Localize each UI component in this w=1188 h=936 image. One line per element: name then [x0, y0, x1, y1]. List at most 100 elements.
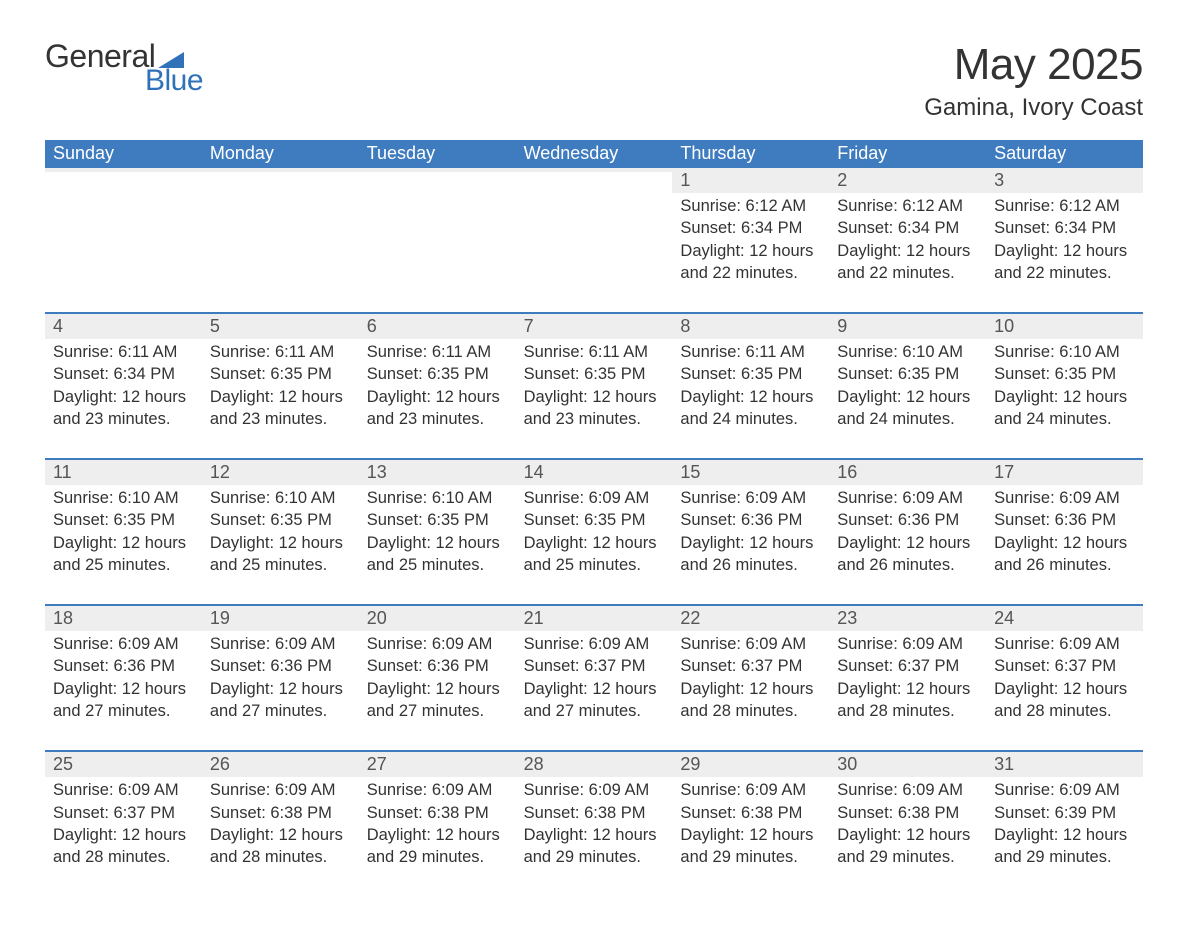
day-number-strip: 10 [986, 314, 1143, 339]
sunrise-text: Sunrise: 6:09 AM [210, 633, 351, 655]
logo-top-row: General [45, 40, 203, 72]
daylight-text: Daylight: 12 hours and 23 minutes. [53, 386, 194, 431]
sunset-text: Sunset: 6:35 PM [994, 363, 1135, 385]
sunset-text: Sunset: 6:36 PM [53, 655, 194, 677]
sunrise-text: Sunrise: 6:10 AM [994, 341, 1135, 363]
day-number: 27 [367, 754, 387, 774]
day-body: Sunrise: 6:11 AMSunset: 6:35 PMDaylight:… [524, 341, 665, 430]
day-number: 15 [680, 462, 700, 482]
day-body: Sunrise: 6:09 AMSunset: 6:35 PMDaylight:… [524, 487, 665, 576]
day-number-strip: 24 [986, 606, 1143, 631]
day-number-strip: 18 [45, 606, 202, 631]
day-body: Sunrise: 6:10 AMSunset: 6:35 PMDaylight:… [210, 487, 351, 576]
daylight-text: Daylight: 12 hours and 23 minutes. [367, 386, 508, 431]
sunset-text: Sunset: 6:38 PM [524, 802, 665, 824]
day-number: 29 [680, 754, 700, 774]
daylight-text: Daylight: 12 hours and 24 minutes. [994, 386, 1135, 431]
day-number: 18 [53, 608, 73, 628]
day-number: 16 [837, 462, 857, 482]
day-cell: 4Sunrise: 6:11 AMSunset: 6:34 PMDaylight… [45, 314, 202, 458]
day-number-strip [202, 168, 359, 172]
day-body: Sunrise: 6:12 AMSunset: 6:34 PMDaylight:… [994, 195, 1135, 284]
daylight-text: Daylight: 12 hours and 26 minutes. [837, 532, 978, 577]
day-number: 7 [524, 316, 534, 336]
day-number-strip: 13 [359, 460, 516, 485]
day-body: Sunrise: 6:09 AMSunset: 6:37 PMDaylight:… [524, 633, 665, 722]
dow-cell: Monday [202, 140, 359, 168]
sunset-text: Sunset: 6:39 PM [994, 802, 1135, 824]
day-body: Sunrise: 6:10 AMSunset: 6:35 PMDaylight:… [53, 487, 194, 576]
day-body: Sunrise: 6:12 AMSunset: 6:34 PMDaylight:… [680, 195, 821, 284]
day-cell: 14Sunrise: 6:09 AMSunset: 6:35 PMDayligh… [516, 460, 673, 604]
day-cell: 9 Sunrise: 6:10 AMSunset: 6:35 PMDaylight… [829, 314, 986, 458]
day-number: 5 [210, 316, 220, 336]
day-number-strip [45, 168, 202, 172]
day-body: Sunrise: 6:09 AMSunset: 6:37 PMDaylight:… [994, 633, 1135, 722]
sunset-text: Sunset: 6:35 PM [680, 363, 821, 385]
day-body: Sunrise: 6:10 AMSunset: 6:35 PMDaylight:… [367, 487, 508, 576]
title-block: May 2025 Gamina, Ivory Coast [924, 40, 1143, 122]
day-number-strip: 19 [202, 606, 359, 631]
day-number-strip: 20 [359, 606, 516, 631]
dow-cell: Tuesday [359, 140, 516, 168]
day-cell [202, 168, 359, 312]
daylight-text: Daylight: 12 hours and 29 minutes. [524, 824, 665, 869]
days-of-week-header: SundayMondayTuesdayWednesdayThursdayFrid… [45, 140, 1143, 168]
day-number: 31 [994, 754, 1014, 774]
sunset-text: Sunset: 6:36 PM [210, 655, 351, 677]
sunrise-text: Sunrise: 6:09 AM [680, 633, 821, 655]
sunrise-text: Sunrise: 6:10 AM [53, 487, 194, 509]
sunrise-text: Sunrise: 6:09 AM [994, 779, 1135, 801]
day-body: Sunrise: 6:09 AMSunset: 6:38 PMDaylight:… [680, 779, 821, 868]
day-number-strip: 14 [516, 460, 673, 485]
daylight-text: Daylight: 12 hours and 29 minutes. [994, 824, 1135, 869]
sunset-text: Sunset: 6:35 PM [53, 509, 194, 531]
sunset-text: Sunset: 6:35 PM [367, 509, 508, 531]
day-cell: 24Sunrise: 6:09 AMSunset: 6:37 PMDayligh… [986, 606, 1143, 750]
day-cell: 2Sunrise: 6:12 AMSunset: 6:34 PMDaylight… [829, 168, 986, 312]
day-cell: 10Sunrise: 6:10 AMSunset: 6:35 PMDayligh… [986, 314, 1143, 458]
logo: General Blue [45, 40, 203, 96]
daylight-text: Daylight: 12 hours and 25 minutes. [367, 532, 508, 577]
daylight-text: Daylight: 12 hours and 29 minutes. [367, 824, 508, 869]
day-number-strip: 23 [829, 606, 986, 631]
day-cell: 28Sunrise: 6:09 AMSunset: 6:38 PMDayligh… [516, 752, 673, 896]
dow-cell: Thursday [672, 140, 829, 168]
day-number-strip: 7 [516, 314, 673, 339]
day-body: Sunrise: 6:11 AMSunset: 6:35 PMDaylight:… [367, 341, 508, 430]
sunset-text: Sunset: 6:35 PM [524, 363, 665, 385]
sunrise-text: Sunrise: 6:09 AM [524, 779, 665, 801]
logo-text-bottom: Blue [145, 66, 203, 96]
day-cell: 30Sunrise: 6:09 AMSunset: 6:38 PMDayligh… [829, 752, 986, 896]
day-cell: 7 Sunrise: 6:11 AMSunset: 6:35 PMDaylight… [516, 314, 673, 458]
day-number-strip [359, 168, 516, 172]
sunrise-text: Sunrise: 6:09 AM [680, 779, 821, 801]
day-cell: 11Sunrise: 6:10 AMSunset: 6:35 PMDayligh… [45, 460, 202, 604]
day-number: 17 [994, 462, 1014, 482]
day-number-strip: 3 [986, 168, 1143, 193]
day-cell: 27Sunrise: 6:09 AMSunset: 6:38 PMDayligh… [359, 752, 516, 896]
day-number: 4 [53, 316, 63, 336]
sunrise-text: Sunrise: 6:09 AM [367, 779, 508, 801]
day-cell: 16Sunrise: 6:09 AMSunset: 6:36 PMDayligh… [829, 460, 986, 604]
page-title: May 2025 [924, 40, 1143, 90]
sunset-text: Sunset: 6:37 PM [680, 655, 821, 677]
day-body: Sunrise: 6:10 AMSunset: 6:35 PMDaylight:… [837, 341, 978, 430]
sunrise-text: Sunrise: 6:09 AM [994, 633, 1135, 655]
day-body: Sunrise: 6:09 AMSunset: 6:37 PMDaylight:… [680, 633, 821, 722]
sunset-text: Sunset: 6:36 PM [680, 509, 821, 531]
calendar: SundayMondayTuesdayWednesdayThursdayFrid… [45, 140, 1143, 896]
daylight-text: Daylight: 12 hours and 28 minutes. [53, 824, 194, 869]
sunrise-text: Sunrise: 6:09 AM [524, 487, 665, 509]
day-number-strip: 9 [829, 314, 986, 339]
day-number: 8 [680, 316, 690, 336]
daylight-text: Daylight: 12 hours and 28 minutes. [210, 824, 351, 869]
sunset-text: Sunset: 6:35 PM [210, 509, 351, 531]
day-body: Sunrise: 6:10 AMSunset: 6:35 PMDaylight:… [994, 341, 1135, 430]
day-number-strip: 1 [672, 168, 829, 193]
day-number: 9 [837, 316, 847, 336]
sunset-text: Sunset: 6:35 PM [837, 363, 978, 385]
sunrise-text: Sunrise: 6:09 AM [53, 633, 194, 655]
calendar-weeks: 1Sunrise: 6:12 AMSunset: 6:34 PMDaylight… [45, 168, 1143, 896]
day-number-strip: 5 [202, 314, 359, 339]
